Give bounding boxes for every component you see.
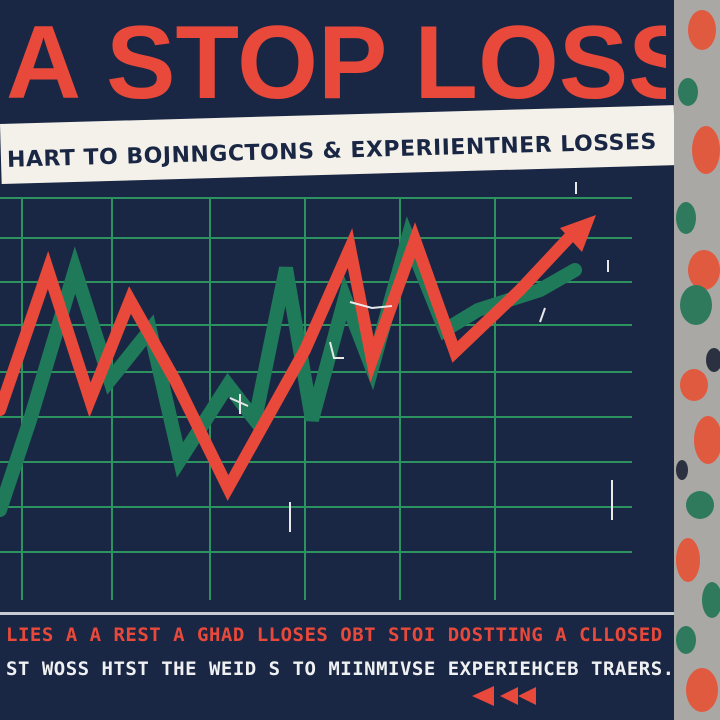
spot-red	[694, 416, 720, 464]
divider	[0, 612, 674, 615]
arrow-head-icon	[560, 215, 596, 252]
spot-red	[676, 538, 700, 582]
chalk-tick	[539, 307, 546, 323]
poster-title: A STOP LOSS	[6, 5, 666, 121]
texture-spots	[676, 10, 720, 712]
spot-red	[688, 250, 720, 290]
double-triangle-left-icon	[518, 687, 536, 705]
stock-chart	[0, 182, 632, 600]
spot-red	[680, 369, 708, 401]
spot-green	[686, 491, 714, 519]
spot-red	[692, 126, 720, 174]
spot-red	[688, 10, 716, 50]
spot-green	[676, 626, 696, 654]
chalk-tick	[329, 341, 344, 359]
price-line-green	[0, 216, 582, 517]
spot-red	[686, 668, 718, 712]
poster-subtitle: HART TO BOJNNGCTONS & EXPERIIENTNER LOSS…	[6, 129, 658, 173]
chalk-marks	[229, 182, 613, 532]
price-line-red	[0, 222, 584, 501]
triangle-left-icon	[472, 686, 494, 706]
spot-green	[678, 78, 698, 106]
caption-line: ST WOSS HTST THE WEID S TO MIINMIVSE EXP…	[6, 658, 674, 680]
caption-line: LIES A A REST A GHAD LLOSES OBT STOI DOS…	[6, 624, 663, 646]
spot-green	[676, 202, 696, 234]
caption-block: LIES A A REST A GHAD LLOSES OBT STOI DOS…	[0, 618, 674, 720]
spot-green	[680, 285, 712, 325]
texture-panel	[674, 0, 720, 720]
double-triangle-left-icon	[500, 687, 518, 705]
spot-dark	[706, 348, 720, 372]
spot-dark	[676, 460, 688, 480]
spot-green	[702, 582, 720, 618]
chalk-tick	[229, 394, 249, 414]
chalk-tick	[349, 301, 393, 310]
nav-arrows	[472, 686, 536, 706]
